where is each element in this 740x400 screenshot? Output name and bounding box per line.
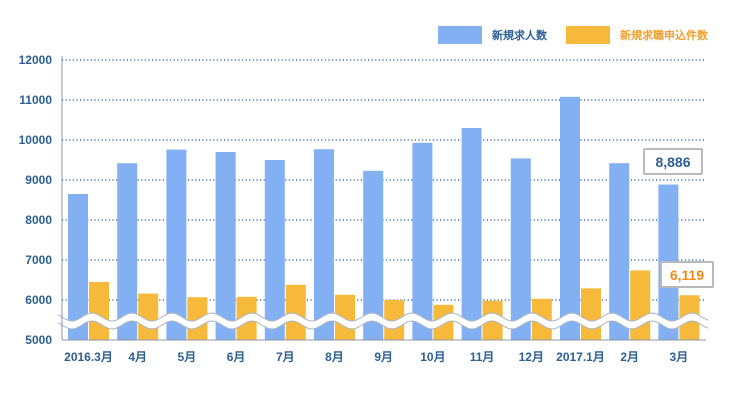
x-tick-label: 9月 (374, 350, 393, 364)
callout-latest-job-applications: 6,119 (660, 261, 714, 288)
bar-new-job-openings (461, 128, 482, 340)
bar-new-job-applications (89, 282, 109, 340)
bar-new-job-openings (609, 163, 630, 340)
y-tick-label: 6000 (25, 293, 52, 307)
bar-new-job-openings (117, 163, 138, 340)
bar-new-job-openings (68, 194, 88, 340)
axes (61, 56, 706, 341)
x-tick-label: 7月 (276, 350, 295, 364)
x-tick-label: 8月 (325, 350, 344, 364)
bar-new-job-openings (166, 149, 187, 340)
y-tick-label: 10000 (19, 133, 53, 147)
bar-new-job-openings (215, 152, 236, 340)
y-tick-label: 8000 (25, 213, 52, 227)
y-tick-label: 5000 (25, 333, 52, 347)
bar-new-job-openings (560, 96, 580, 340)
y-tick-label: 11000 (19, 93, 52, 107)
legend-label: 新規求人数 (492, 29, 547, 42)
y-tick-labels: 5000 6000 7000 8000 9000 10000 11000 12000 (19, 53, 53, 347)
x-tick-label: 6月 (227, 350, 246, 364)
bar-new-job-applications (630, 270, 651, 340)
x-tick-label: 11月 (470, 350, 495, 364)
legend-swatch-blue (438, 26, 482, 44)
y-tick-label: 7000 (25, 253, 52, 267)
legend-label: 新規求職申込件数 (620, 29, 708, 42)
bar-new-job-openings (412, 142, 433, 340)
break-line-bottom (57, 320, 709, 330)
bar-new-job-applications (285, 284, 306, 340)
x-tick-label: 2月 (620, 350, 639, 364)
x-tick-label: 10月 (420, 350, 445, 364)
y-tick-label: 9000 (25, 173, 52, 187)
x-tick-label: 5月 (178, 350, 197, 364)
x-tick-label: 2016.3月 (64, 350, 113, 364)
bar-new-job-openings (363, 170, 384, 340)
legend-item-new-job-openings: 新規求人数 (438, 26, 547, 44)
break-band (58, 313, 708, 329)
axis-break (57, 312, 709, 330)
y-tick-label: 12000 (19, 53, 53, 67)
legend-swatch-orange (566, 26, 610, 44)
x-tick-label: 3月 (670, 350, 689, 364)
x-tick-label: 2017.1月 (556, 350, 605, 364)
bar-new-job-openings (314, 149, 334, 340)
legend-item-new-job-applications: 新規求職申込件数 (566, 26, 708, 44)
x-tick-labels: 2016.3月 4月 5月 6月 7月 8月 9月 10月 11月 12月 2017.1月 2月 3月 (64, 350, 688, 364)
bar-new-job-openings (264, 160, 285, 340)
bar-new-job-applications (384, 300, 405, 340)
x-tick-label: 4月 (128, 350, 147, 364)
bar-new-job-openings (510, 158, 531, 340)
x-tick-label: 12月 (519, 350, 544, 364)
break-line-top (57, 312, 709, 322)
callout-latest-job-openings: 8,886 (643, 148, 703, 175)
bars (68, 96, 700, 340)
bar-new-job-applications (581, 288, 601, 340)
